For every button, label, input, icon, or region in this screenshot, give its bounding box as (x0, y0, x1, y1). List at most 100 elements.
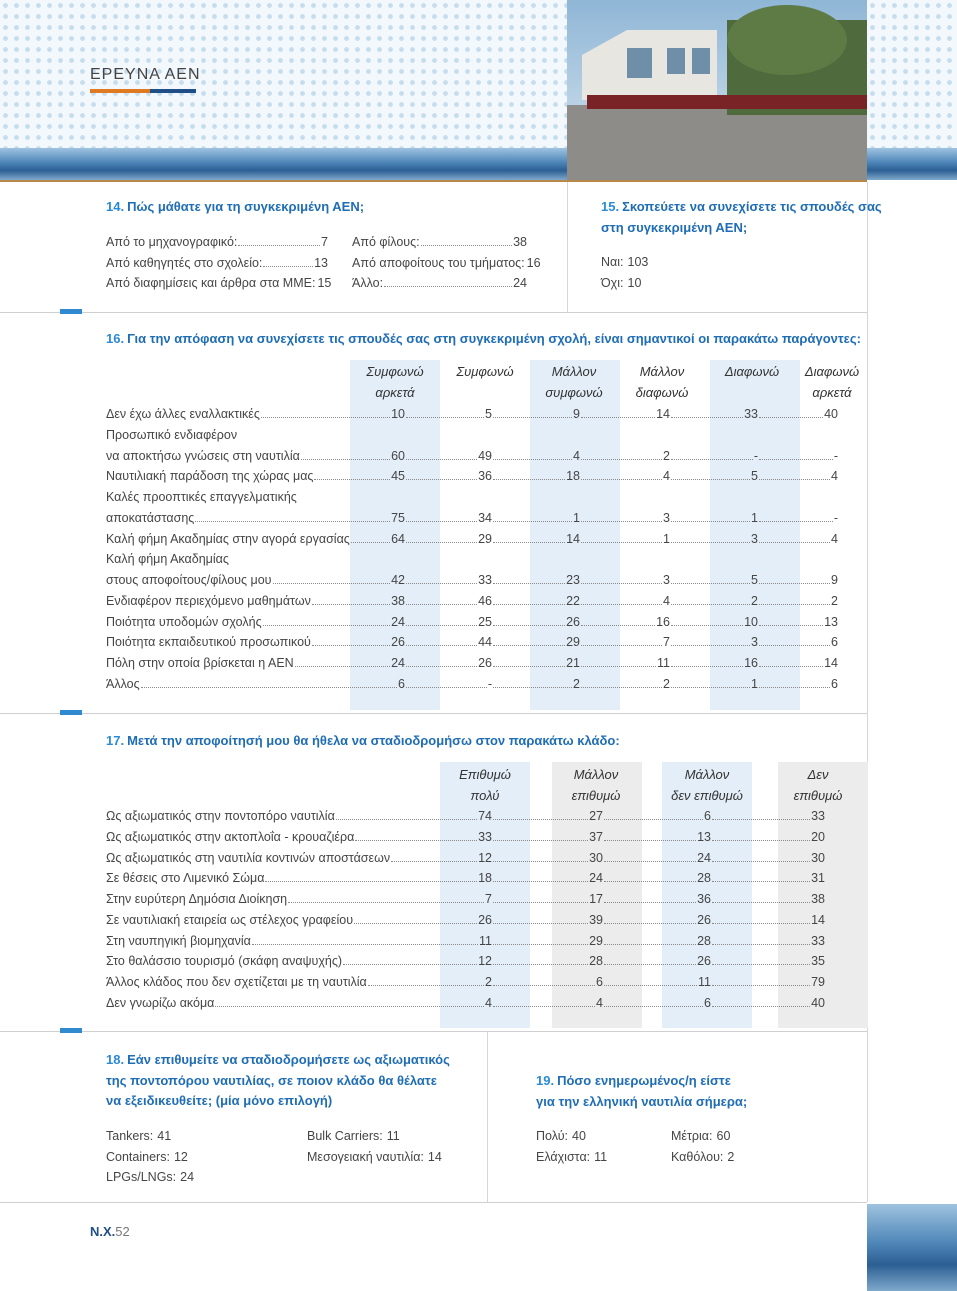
dot-leader (581, 448, 663, 460)
dot-leader (420, 234, 513, 246)
dot-leader (604, 953, 697, 966)
answer-label: Μεσογειακή ναυτιλία: (307, 1149, 424, 1164)
dot-leader (493, 448, 573, 460)
cell-value: 29 (566, 635, 580, 650)
table-cell: - (670, 448, 758, 464)
cell-value: 14 (656, 407, 670, 421)
dot-leader (272, 572, 391, 584)
table-cell: Στην ευρύτερη Δημόσια Διοίκηση 7 (106, 891, 492, 907)
question-text: στη συγκεκριμένη ΑΕΝ; (601, 220, 748, 235)
header-photo (567, 0, 867, 180)
table-cell: 33 (711, 933, 825, 949)
cell-value: 25 (478, 614, 492, 629)
cell-value: 20 (811, 829, 825, 844)
question-text: να εξειδικευθείτε; (μία μόνο επιλογή) (106, 1093, 333, 1109)
cell-value: 26 (697, 912, 711, 927)
answer-row: Μέτρια: 60 (671, 1128, 730, 1144)
dot-leader (493, 829, 589, 841)
cell-value: 2 (751, 593, 758, 608)
cell-value: 36 (478, 469, 492, 484)
cell-value: 79 (811, 975, 825, 989)
cell-value: 37 (589, 829, 603, 844)
table-row: Σε θέσεις στο Λιμενικό Σώμα 18 24 28 31 (106, 870, 825, 886)
table-row: Ως αξιωματικός στη ναυτιλία κοντινών απο… (106, 850, 825, 866)
table-row: Ως αξιωματικός στην ποντοπόρο ναυτιλία 74… (106, 808, 825, 824)
answer-value: 24 (513, 276, 527, 291)
table-cell: 13 (758, 614, 838, 630)
dot-leader (238, 234, 321, 246)
dot-leader (311, 634, 391, 647)
answer-row: Από το μηχανογραφικό: 7 (106, 234, 328, 250)
answer-row: Tankers: 41 (106, 1128, 171, 1144)
cell-value: 2 (831, 593, 838, 608)
table-cell: - (405, 676, 492, 692)
cell-value: 2 (663, 448, 670, 463)
question-number: 14. (106, 199, 125, 214)
table-cell: 14 (492, 531, 580, 547)
dot-leader (406, 448, 478, 460)
dot-leader (288, 891, 485, 903)
dot-leader (354, 912, 478, 924)
dot-leader (406, 655, 478, 667)
cell-value: 6 (704, 995, 711, 1010)
column-header: δεν επιθυμώ (671, 788, 743, 803)
table-cell: 5 (670, 572, 758, 588)
table-cell: 16 (670, 655, 758, 671)
cell-value: 29 (478, 531, 492, 546)
answer-row: Από αποφοίτους του τμήματος: 16 (352, 255, 541, 271)
cell-value: 27 (589, 809, 603, 823)
cell-value: 49 (478, 448, 492, 463)
answer-value: 24 (180, 1170, 195, 1185)
answer-value: 14 (427, 1149, 442, 1164)
dot-leader (604, 995, 704, 1007)
table-cell: 26 (603, 953, 711, 969)
dot-leader (493, 850, 589, 862)
table-cell: 2 (670, 593, 758, 609)
table-cell: Καλή φήμη Ακαδημίας στην αγορά εργασίας 6… (106, 531, 405, 547)
row-label: Σε ναυτιλιακή εταιρεία ως στέλεχος γραφε… (106, 912, 354, 927)
dot-leader (581, 593, 663, 605)
table-cell: 21 (492, 655, 580, 671)
cell-value: 24 (391, 656, 405, 670)
column-header: διαφωνώ (635, 385, 689, 400)
dot-leader (195, 510, 391, 522)
table-cell: 79 (711, 974, 825, 990)
table-cell: 37 (492, 829, 603, 845)
question-title: 16. Για την απόφαση να συνεχίσετε τις σπο… (106, 331, 861, 347)
table-cell: 49 (405, 448, 492, 464)
table-row: Ως αξιωματικός στην ακτοπλοΐα - κρουαζιέ… (106, 829, 825, 845)
title-bar (150, 89, 196, 93)
dot-leader (581, 655, 657, 667)
cell-value: 10 (391, 407, 405, 421)
cell-value: 23 (566, 573, 580, 587)
cell-value: 46 (478, 593, 492, 608)
table-cell: 36 (603, 891, 711, 907)
cell-value: 30 (589, 850, 603, 865)
table-cell: Ενδιαφέρον περιεχόμενο μαθημάτων 38 (106, 593, 405, 609)
answer-row: Καθόλου: 2 (671, 1149, 734, 1165)
window (692, 48, 710, 74)
cell-value: 5 (751, 469, 758, 484)
answer-label: Μέτρια: (671, 1129, 713, 1143)
cell-value: 4 (573, 448, 580, 463)
row-label: Καλή φήμη Ακαδημίας (106, 552, 229, 567)
table-cell: 29 (492, 933, 603, 949)
row-label: Καλές προοπτικές επαγγελματικής (106, 490, 297, 504)
dot-leader (493, 593, 566, 605)
dot-leader (712, 829, 811, 841)
answer-row: Από διαφημίσεις και άρθρα στα ΜΜΕ: 15 (106, 275, 331, 291)
table-cell: 33 (405, 572, 492, 588)
section-rule (0, 713, 867, 714)
cell-value: 21 (566, 656, 580, 670)
dot-leader (406, 614, 478, 626)
cell-value: 33 (478, 829, 492, 844)
cell-value: 14 (566, 531, 580, 546)
table-row: Σε ναυτιλιακή εταιρεία ως στέλεχος γραφε… (106, 912, 825, 928)
table-cell: 14 (580, 406, 670, 422)
table-row: αποκατάστασης 75 34 1 3 1 - (106, 510, 838, 526)
row-label: Δεν έχω άλλες εναλλακτικές (106, 407, 260, 421)
dot-leader (759, 614, 824, 626)
cell-value: 17 (589, 892, 603, 906)
dot-leader (712, 995, 811, 1007)
table-cell: 30 (711, 850, 825, 866)
